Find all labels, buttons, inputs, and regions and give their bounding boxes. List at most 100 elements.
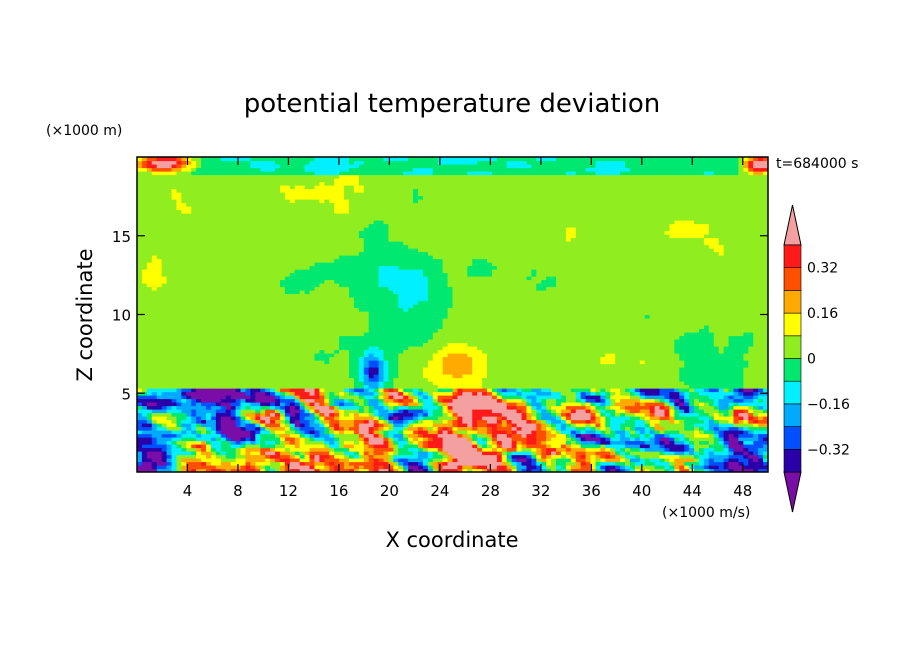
contour-cell <box>521 409 528 414</box>
contour-cell <box>452 374 459 379</box>
contour-cell <box>324 454 330 459</box>
contour-cell <box>516 423 523 428</box>
contour-cell <box>186 458 192 463</box>
contour-cell <box>171 363 178 368</box>
contour-cell <box>334 360 340 365</box>
contour-cell <box>565 461 572 466</box>
contour-cell <box>146 391 153 396</box>
contour-cell <box>634 402 641 407</box>
contour-cell <box>620 409 626 414</box>
contour-cell <box>275 342 281 347</box>
contour-cell <box>570 412 577 417</box>
contour-cell <box>457 398 463 403</box>
contour-cell <box>565 444 572 449</box>
contour-cell <box>585 419 592 424</box>
contour-cell <box>161 335 168 340</box>
contour-cell <box>309 451 316 456</box>
contour-cell <box>551 426 557 431</box>
contour-cell <box>393 370 399 375</box>
contour-cell <box>679 416 685 421</box>
contour-cell <box>383 433 390 438</box>
contour-cell <box>556 465 562 470</box>
contour-cell <box>210 367 217 372</box>
contour-cell <box>536 353 542 358</box>
contour-cell <box>358 363 365 368</box>
contour-cell <box>417 374 424 379</box>
contour-cell <box>260 360 266 365</box>
contour-cell <box>260 353 266 358</box>
contour-cell <box>634 440 641 445</box>
contour-cell <box>284 444 291 449</box>
contour-cell <box>255 363 261 368</box>
contour-cell <box>422 346 429 351</box>
contour-cell <box>378 349 385 354</box>
contour-cell <box>299 388 306 393</box>
contour-cell <box>319 423 325 428</box>
contour-cell <box>634 349 641 354</box>
contour-cell <box>299 451 306 456</box>
contour-cell <box>531 468 537 472</box>
contour-cell <box>427 461 434 466</box>
contour-cell <box>551 440 557 445</box>
contour-cell <box>649 426 656 431</box>
contour-cell <box>230 426 237 431</box>
contour-cell <box>551 444 557 449</box>
contour-cell <box>137 388 143 393</box>
contour-cell <box>279 458 286 463</box>
contour-cell <box>186 363 192 368</box>
contour-cell <box>753 342 759 347</box>
contour-cell <box>610 412 616 417</box>
contour-cell <box>521 367 528 372</box>
contour-cell <box>275 437 281 442</box>
contour-cell <box>634 405 641 410</box>
contour-cell <box>265 451 271 456</box>
contour-cell <box>314 465 320 470</box>
contour-cell <box>324 458 330 463</box>
contour-cell <box>176 381 182 386</box>
contour-cell <box>708 342 715 347</box>
contour-cell <box>452 360 459 365</box>
contour-cell <box>215 367 222 372</box>
contour-cell <box>319 416 325 421</box>
contour-cell <box>240 458 247 463</box>
contour-cell <box>417 353 424 358</box>
contour-cell <box>299 423 306 428</box>
contour-cell <box>319 468 325 472</box>
contour-cell <box>694 468 700 472</box>
contour-cell <box>344 419 350 424</box>
contour-cell <box>482 465 488 470</box>
contour-cell <box>289 430 296 435</box>
contour-cell <box>526 346 532 351</box>
contour-cell <box>496 409 503 414</box>
contour-cell <box>206 353 212 358</box>
contour-cell <box>541 465 547 470</box>
contour-cell <box>526 353 532 358</box>
contour-cell <box>176 398 182 403</box>
contour-cell <box>383 468 390 472</box>
contour-cell <box>284 423 291 428</box>
contour-cell <box>240 370 247 375</box>
contour-cell <box>225 363 232 368</box>
contour-cell <box>654 346 661 351</box>
contour-cell <box>521 426 528 431</box>
contour-cell <box>314 419 320 424</box>
contour-cell <box>265 405 271 410</box>
contour-cell <box>437 335 444 340</box>
contour-cell <box>388 360 394 365</box>
contour-cell <box>299 412 306 417</box>
contour-cell <box>210 402 217 407</box>
contour-cell <box>329 402 335 407</box>
contour-cell <box>186 342 192 347</box>
contour-cell <box>457 384 463 389</box>
contour-cell <box>472 335 478 340</box>
contour-cell <box>610 367 616 372</box>
contour-cell <box>284 461 291 466</box>
contour-cell <box>166 461 173 466</box>
contour-cell <box>230 356 237 361</box>
contour-cell <box>201 384 207 389</box>
contour-cell <box>289 437 296 442</box>
contour-cell <box>659 433 666 438</box>
contour-cell <box>649 384 656 389</box>
contour-cell <box>235 461 242 466</box>
contour-cell <box>378 402 385 407</box>
